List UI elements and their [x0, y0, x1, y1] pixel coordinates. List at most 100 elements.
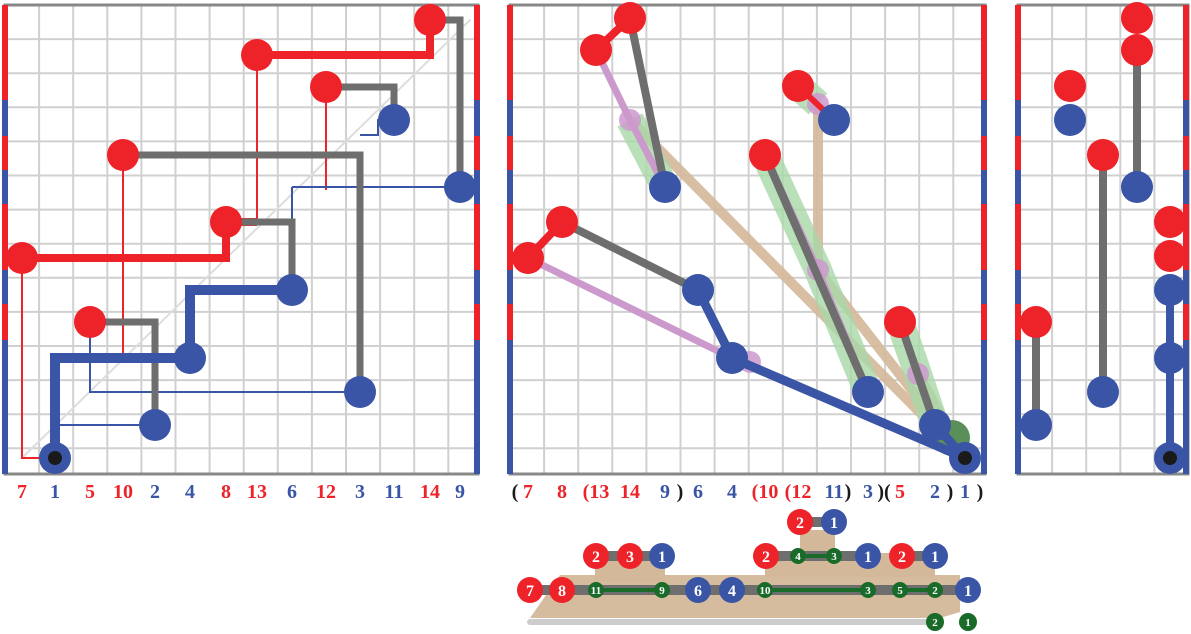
- axis-label: ): [977, 481, 984, 503]
- axis-label: 3: [355, 481, 365, 503]
- axis-label: 9: [660, 481, 670, 503]
- blue-node: [1020, 409, 1052, 441]
- axis-label: 5: [85, 481, 95, 503]
- axis-label: 7: [523, 481, 533, 503]
- side-bar-segment: [474, 170, 480, 204]
- red-node: [107, 139, 139, 171]
- axis-label-layer: 7 1 5 10 2 4 8 13 6 12 3 11 14 9(7 8 (13 14 9) 6 4 (10 (12 11)…: [17, 481, 983, 503]
- side-bar-segment: [1015, 270, 1021, 304]
- side-bar-segment: [474, 270, 480, 304]
- side-bar-segment: [981, 5, 987, 100]
- tree-node: [787, 509, 813, 535]
- axis-label: 4: [185, 481, 195, 503]
- tree-node: [860, 582, 876, 598]
- tree-node-label: 1: [965, 617, 971, 629]
- side-bar-segment: [507, 304, 513, 340]
- axis-label: 2: [930, 481, 940, 503]
- axis-label: 5: [895, 481, 905, 503]
- tree-node: [922, 543, 948, 569]
- middle-sidebar-left: [507, 5, 513, 474]
- side-bar-segment: [2, 340, 8, 474]
- tree-node-label: 2: [932, 617, 938, 629]
- axis-label: (: [512, 481, 519, 503]
- side-bar-segment: [1183, 5, 1189, 100]
- axis-label: (13: [583, 481, 610, 503]
- side-bar-segment: [507, 136, 513, 170]
- side-bar-segment: [1183, 100, 1189, 136]
- gray-edge: [558, 218, 702, 294]
- tree-node-label: 1: [658, 549, 666, 566]
- red-node: [580, 34, 612, 66]
- gray-thick-path: [226, 218, 296, 290]
- gray-thick-path: [90, 318, 159, 425]
- axis-label: 7: [17, 481, 27, 503]
- axis-label: 8: [221, 481, 231, 503]
- side-bar-segment: [1183, 204, 1189, 270]
- axis-label: 6: [287, 481, 297, 503]
- tree-node: [719, 577, 745, 603]
- tree-node-label: 9: [659, 585, 665, 597]
- gray-edge: [761, 151, 872, 396]
- tree-node-label: 5: [897, 585, 903, 597]
- red-node: [241, 39, 273, 71]
- side-bar-segment: [1183, 340, 1189, 474]
- tree-node-label: 4: [728, 583, 736, 600]
- tree-node-label: 8: [558, 583, 566, 600]
- side-bar-segment: [507, 204, 513, 270]
- tree-node-label: 2: [796, 515, 804, 532]
- tree-node-label: 2: [592, 549, 600, 566]
- tree-node: [855, 543, 881, 569]
- axis-label: (12: [785, 481, 812, 503]
- blue-node: [139, 409, 171, 441]
- red-node: [782, 70, 814, 102]
- side-bar-segment: [474, 204, 480, 270]
- axis-label: 9: [455, 481, 465, 503]
- blue-node: [344, 376, 376, 408]
- tree-node-label: 1: [931, 549, 939, 566]
- tree-node: [649, 543, 675, 569]
- axis-label: 13: [247, 481, 267, 503]
- side-bar-segment: [507, 5, 513, 100]
- tree-node: [926, 613, 944, 631]
- red-node: [1121, 2, 1153, 34]
- tree-node-label: 3: [865, 585, 871, 597]
- root-marker: [1163, 451, 1177, 465]
- tree-node: [588, 582, 604, 598]
- tree-node: [892, 582, 908, 598]
- tree-node: [826, 548, 842, 564]
- tree-node: [517, 577, 543, 603]
- blue-node: [1087, 376, 1119, 408]
- side-bar-segment: [981, 204, 987, 270]
- tree-node-label: 11: [591, 585, 601, 597]
- red-node: [512, 242, 544, 274]
- axis-label: 1: [50, 481, 60, 503]
- side-bar-segment: [1015, 304, 1021, 340]
- tree-node: [549, 577, 575, 603]
- axis-label: 2: [150, 481, 160, 503]
- axis-label: 8: [557, 481, 567, 503]
- side-bar-segment: [2, 100, 8, 136]
- red-node: [6, 242, 38, 274]
- tree-node-label: 7: [526, 583, 534, 600]
- root-marker: [958, 451, 972, 465]
- tree-node: [959, 613, 977, 631]
- side-bar-segment: [2, 204, 8, 270]
- red-node: [1020, 306, 1052, 338]
- axis-label: 1: [960, 481, 970, 503]
- side-bar-segment: [2, 5, 8, 100]
- side-bar-segment: [1183, 270, 1189, 304]
- thin-connector: [55, 322, 156, 426]
- tree-node: [654, 582, 670, 598]
- blue-node: [818, 104, 850, 136]
- red-node: [1121, 34, 1153, 66]
- side-bar-segment: [1015, 5, 1021, 100]
- tree-node-label: 2: [898, 549, 906, 566]
- tree-node: [821, 509, 847, 535]
- side-bar-segment: [981, 100, 987, 136]
- merge-tree: 2 1 2 3 1 2 4 3 1 2 1 7 8 11 9 6 4 10 3 5 2 1 2 1: [517, 509, 981, 631]
- tree-node-label: 4: [795, 551, 801, 563]
- side-bar-segment: [1015, 136, 1021, 170]
- blue-node: [649, 171, 681, 203]
- pink-ring: [619, 109, 641, 131]
